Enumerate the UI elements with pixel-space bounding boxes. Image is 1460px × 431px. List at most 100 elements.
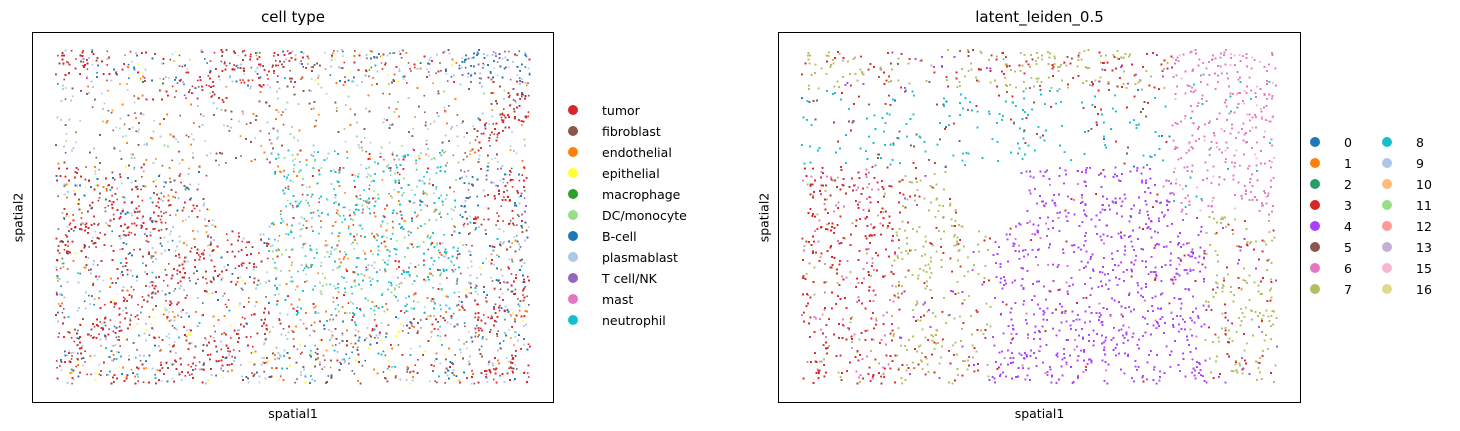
scatter-point <box>268 312 270 315</box>
scatter-point <box>511 186 514 188</box>
scatter-point <box>266 84 269 86</box>
scatter-point <box>263 321 265 324</box>
scatter-point <box>309 244 311 247</box>
scatter-point <box>397 276 399 279</box>
scatter-point <box>503 114 506 117</box>
scatter-point <box>335 212 338 214</box>
scatter-point <box>188 374 191 376</box>
scatter-point <box>161 245 163 247</box>
scatter-point <box>497 161 499 163</box>
scatter-point <box>353 248 355 250</box>
scatter-point <box>493 264 495 266</box>
scatter-point <box>159 218 162 221</box>
scatter-point <box>133 95 135 97</box>
scatter-point <box>94 230 96 233</box>
scatter-point <box>98 168 100 171</box>
scatter-point <box>488 260 490 262</box>
scatter-point <box>473 382 476 385</box>
scatter-point <box>236 64 239 67</box>
scatter-point <box>183 94 186 97</box>
scatter-point <box>344 251 346 253</box>
scatter-point <box>360 164 362 166</box>
scatter-point <box>388 141 391 144</box>
scatter-point <box>135 356 137 359</box>
scatter-point <box>64 98 67 100</box>
scatter-point <box>359 194 361 197</box>
scatter-point <box>528 74 531 76</box>
scatter-point <box>218 273 221 276</box>
scatter-point <box>365 70 368 73</box>
scatter-point <box>361 364 364 367</box>
scatter-point <box>294 289 297 291</box>
scatter-point <box>474 316 476 319</box>
scatter-point <box>278 357 280 360</box>
scatter-point <box>396 212 398 215</box>
scatter-point <box>466 347 468 350</box>
scatter-point <box>144 233 146 235</box>
scatter-point <box>459 241 461 244</box>
scatter-point <box>124 298 126 300</box>
scatter-point <box>518 179 521 182</box>
scatter-point <box>469 150 472 152</box>
scatter-point <box>77 201 80 204</box>
scatter-point <box>395 253 397 256</box>
scatter-point <box>100 344 102 347</box>
scatter-point <box>317 83 320 86</box>
scatter-point <box>513 224 515 226</box>
scatter-point <box>230 118 233 121</box>
scatter-point <box>262 361 264 363</box>
scatter-point <box>470 73 473 76</box>
scatter-point <box>130 369 133 371</box>
scatter-point <box>410 189 413 191</box>
scatter-point <box>495 224 497 226</box>
scatter-point <box>292 180 294 183</box>
scatter-point <box>272 221 274 224</box>
scatter-point <box>505 66 507 69</box>
scatter-point <box>136 96 139 99</box>
scatter-point <box>292 167 295 170</box>
scatter-point <box>77 272 79 274</box>
scatter-point <box>508 174 511 176</box>
scatter-point <box>178 65 181 67</box>
scatter-point <box>514 336 517 338</box>
scatter-point <box>369 141 372 144</box>
scatter-point <box>300 200 302 203</box>
scatter-point <box>57 195 59 197</box>
scatter-point <box>426 205 429 207</box>
scatter-point <box>239 135 242 137</box>
scatter-point <box>237 333 240 335</box>
scatter-point <box>190 365 192 368</box>
scatter-point <box>397 79 400 82</box>
scatter-point <box>198 361 201 363</box>
scatter-point <box>374 161 376 164</box>
scatter-point <box>190 247 193 249</box>
scatter-point <box>296 348 299 351</box>
scatter-point <box>301 75 303 78</box>
scatter-point <box>358 52 361 54</box>
scatter-point <box>509 219 512 222</box>
scatter-point <box>393 73 396 76</box>
scatter-point <box>131 126 134 129</box>
scatter-point <box>435 209 438 211</box>
scatter-point <box>119 127 121 130</box>
scatter-point <box>528 94 530 97</box>
scatter-point <box>402 49 404 52</box>
scatter-point <box>317 75 320 78</box>
scatter-point <box>187 332 190 335</box>
scatter-point <box>454 206 457 208</box>
scatter-point <box>409 370 412 373</box>
scatter-point <box>493 67 495 69</box>
scatter-point <box>494 157 497 160</box>
scatter-point <box>217 252 220 254</box>
scatter-point <box>137 318 140 320</box>
scatter-point <box>332 301 335 303</box>
scatter-point <box>424 203 426 206</box>
scatter-point <box>513 236 516 238</box>
scatter-point <box>252 345 254 348</box>
scatter-point <box>444 109 446 112</box>
scatter-point <box>462 158 465 161</box>
scatter-point <box>106 50 109 53</box>
scatter-point <box>440 70 442 72</box>
scatter-point <box>140 335 142 337</box>
scatter-point <box>277 64 280 67</box>
